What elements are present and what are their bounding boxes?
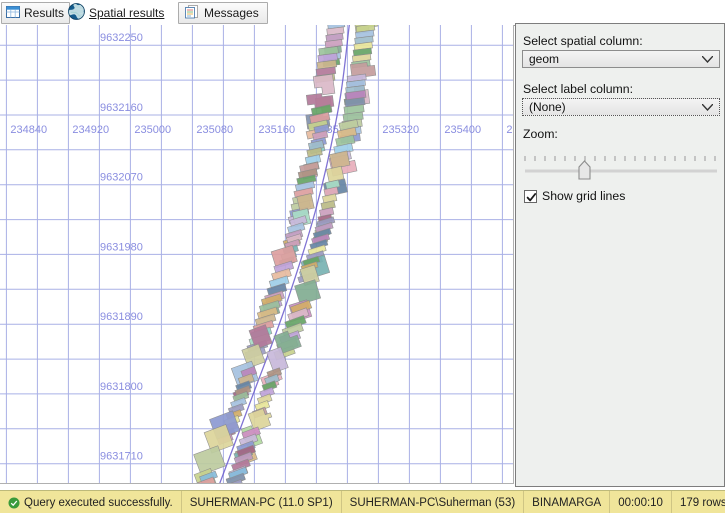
svg-text:9632250: 9632250 <box>100 32 143 44</box>
svg-text:235160: 235160 <box>258 124 295 136</box>
svg-text:234840: 234840 <box>10 124 47 136</box>
svg-text:235080: 235080 <box>196 124 233 136</box>
svg-text:9631890: 9631890 <box>100 311 143 323</box>
svg-text:9632070: 9632070 <box>100 172 143 184</box>
svg-text:9631800: 9631800 <box>100 381 143 393</box>
svg-text:9631980: 9631980 <box>100 241 143 253</box>
svg-text:234920: 234920 <box>72 124 109 136</box>
svg-text:235400: 235400 <box>444 124 481 136</box>
svg-text:235320: 235320 <box>382 124 419 136</box>
svg-text:235480: 235480 <box>506 124 514 136</box>
svg-text:9631710: 9631710 <box>100 451 143 463</box>
svg-text:9632160: 9632160 <box>100 102 143 114</box>
svg-text:235000: 235000 <box>134 124 171 136</box>
